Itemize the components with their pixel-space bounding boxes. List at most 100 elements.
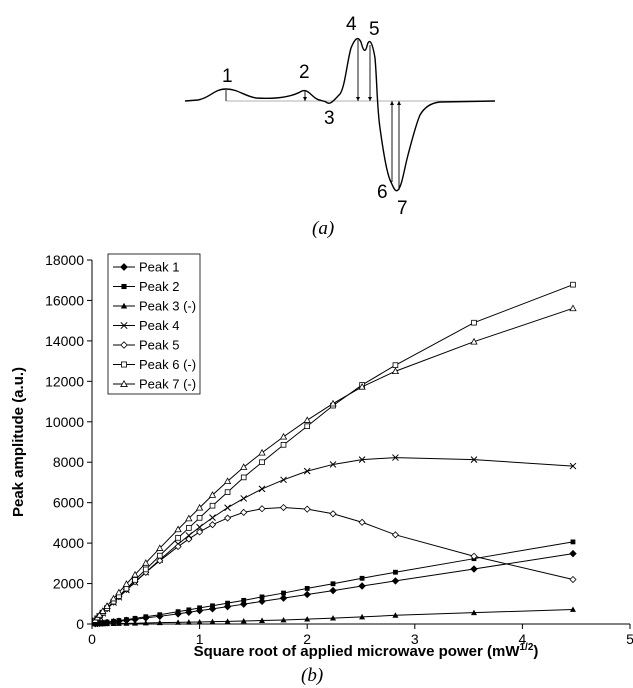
series-1-point <box>329 586 337 595</box>
series-6-point <box>280 442 287 448</box>
series-3-point <box>104 620 111 627</box>
series-4-point <box>196 523 203 531</box>
series-3-point <box>280 616 287 623</box>
series-3-point <box>359 613 366 620</box>
peak-label-7: 7 <box>397 198 408 219</box>
series-4-point <box>240 495 248 502</box>
legend-item: Peak 3 (-) <box>113 299 196 314</box>
series-5-point <box>174 542 182 551</box>
y-tick-label: 14000 <box>45 333 84 349</box>
legend-label: Peak 2 <box>139 279 179 294</box>
x-tick-label: 4 <box>519 631 527 647</box>
legend-marker <box>121 361 127 368</box>
x-axis-ticks: 0 1 2 3 4 5 <box>88 624 633 647</box>
series-5-point <box>470 552 478 560</box>
panel-a-spectrum: 1 2 3 4 5 6 7 (a) <box>184 14 496 239</box>
series-6-point <box>471 319 477 326</box>
x-tick-label: 1 <box>196 631 204 647</box>
spectrum-trace <box>184 37 496 192</box>
series-6-point <box>259 459 265 466</box>
peak-label-1: 1 <box>222 66 233 87</box>
series-6-point <box>123 585 130 592</box>
series-5-point <box>358 518 366 526</box>
series-4-point <box>569 462 577 470</box>
y-tick-label: 16000 <box>45 292 84 308</box>
series-6-point <box>209 502 216 509</box>
series-5-point <box>240 508 248 516</box>
series-2-point <box>210 603 215 609</box>
legend-label: Peak 7 (-) <box>139 377 196 392</box>
series-7-point <box>99 607 107 614</box>
series-2-point <box>570 539 576 545</box>
series-7-point <box>470 337 478 345</box>
series-5-line <box>94 507 574 622</box>
series-1-point <box>303 590 311 599</box>
series-7-point <box>195 503 204 511</box>
x-tick-label: 0 <box>88 631 96 647</box>
series-6-point <box>156 552 163 559</box>
legend-label: Peak 6 (-) <box>139 357 196 372</box>
series-5-point <box>208 521 217 529</box>
peak-label-6: 6 <box>377 182 388 203</box>
peak-label-5: 5 <box>369 19 380 40</box>
series-3-point <box>392 612 399 618</box>
series-7-point <box>174 525 182 533</box>
series-6-point <box>304 423 310 430</box>
series-1-point <box>358 582 366 590</box>
series-6-point <box>240 474 247 481</box>
y-tick-label: 6000 <box>53 495 84 511</box>
series-3-point <box>330 615 337 621</box>
series-3-point <box>175 619 182 625</box>
peak-label-3: 3 <box>324 108 335 129</box>
series-4-line <box>94 457 574 622</box>
series-7-point <box>103 602 111 609</box>
series-4-point <box>470 456 478 463</box>
legend-item: Peak 7 (-) <box>113 377 196 392</box>
panel-b-chart: 0 2000 4000 6000 8000 10000 12000 14000 16000 180… <box>10 252 633 686</box>
series-6-point <box>142 566 149 573</box>
legend-box <box>107 253 201 395</box>
series-5-point <box>303 505 311 513</box>
legend-label: Peak 1 <box>139 260 179 275</box>
x-tick-label: 3 <box>411 631 419 647</box>
series-5-point <box>569 575 577 584</box>
series-3-point <box>185 619 192 625</box>
series-2-point <box>393 569 398 575</box>
series-7-point <box>185 514 193 522</box>
series-5-point <box>185 535 193 543</box>
series-2-point <box>157 612 163 618</box>
series-2-point <box>259 594 265 600</box>
series-3-line <box>95 608 573 625</box>
series-3-point <box>196 618 203 625</box>
series-2-point <box>132 615 138 621</box>
legend: Peak 1 Peak 2 Peak 3 (-) Peak 4 Peak 5 Peak 6… <box>107 253 201 395</box>
series-6-point <box>196 515 203 521</box>
series-3-point <box>569 606 576 612</box>
series-3-point <box>470 609 477 616</box>
panel-b-caption: (b) <box>301 665 323 686</box>
series-4-point <box>258 485 266 493</box>
series-3-point <box>110 620 117 626</box>
series-7-point <box>329 399 337 407</box>
series-1-point <box>391 577 400 585</box>
series-6-point <box>186 525 192 531</box>
x-axis-label-superscript: 1/2 <box>519 642 533 653</box>
series-4-point <box>392 454 399 461</box>
series-6-point <box>224 489 231 495</box>
legend-marker <box>120 321 128 330</box>
x-tick-label: 5 <box>626 631 633 647</box>
x-axis-label: Square root of applied microwave power (… <box>194 642 539 660</box>
series-1-point <box>279 594 288 602</box>
series-2-point <box>186 607 192 613</box>
series-7-point <box>223 477 232 485</box>
series-2-point <box>304 586 310 591</box>
legend-marker <box>120 302 128 309</box>
series-4-point <box>358 456 366 463</box>
series-6-point <box>132 577 138 583</box>
legend-marker <box>120 341 128 349</box>
y-tick-label: 4000 <box>53 535 84 551</box>
legend-item: Peak 1 <box>113 260 179 275</box>
series-5-point <box>279 503 288 512</box>
series-2-point <box>359 575 365 581</box>
